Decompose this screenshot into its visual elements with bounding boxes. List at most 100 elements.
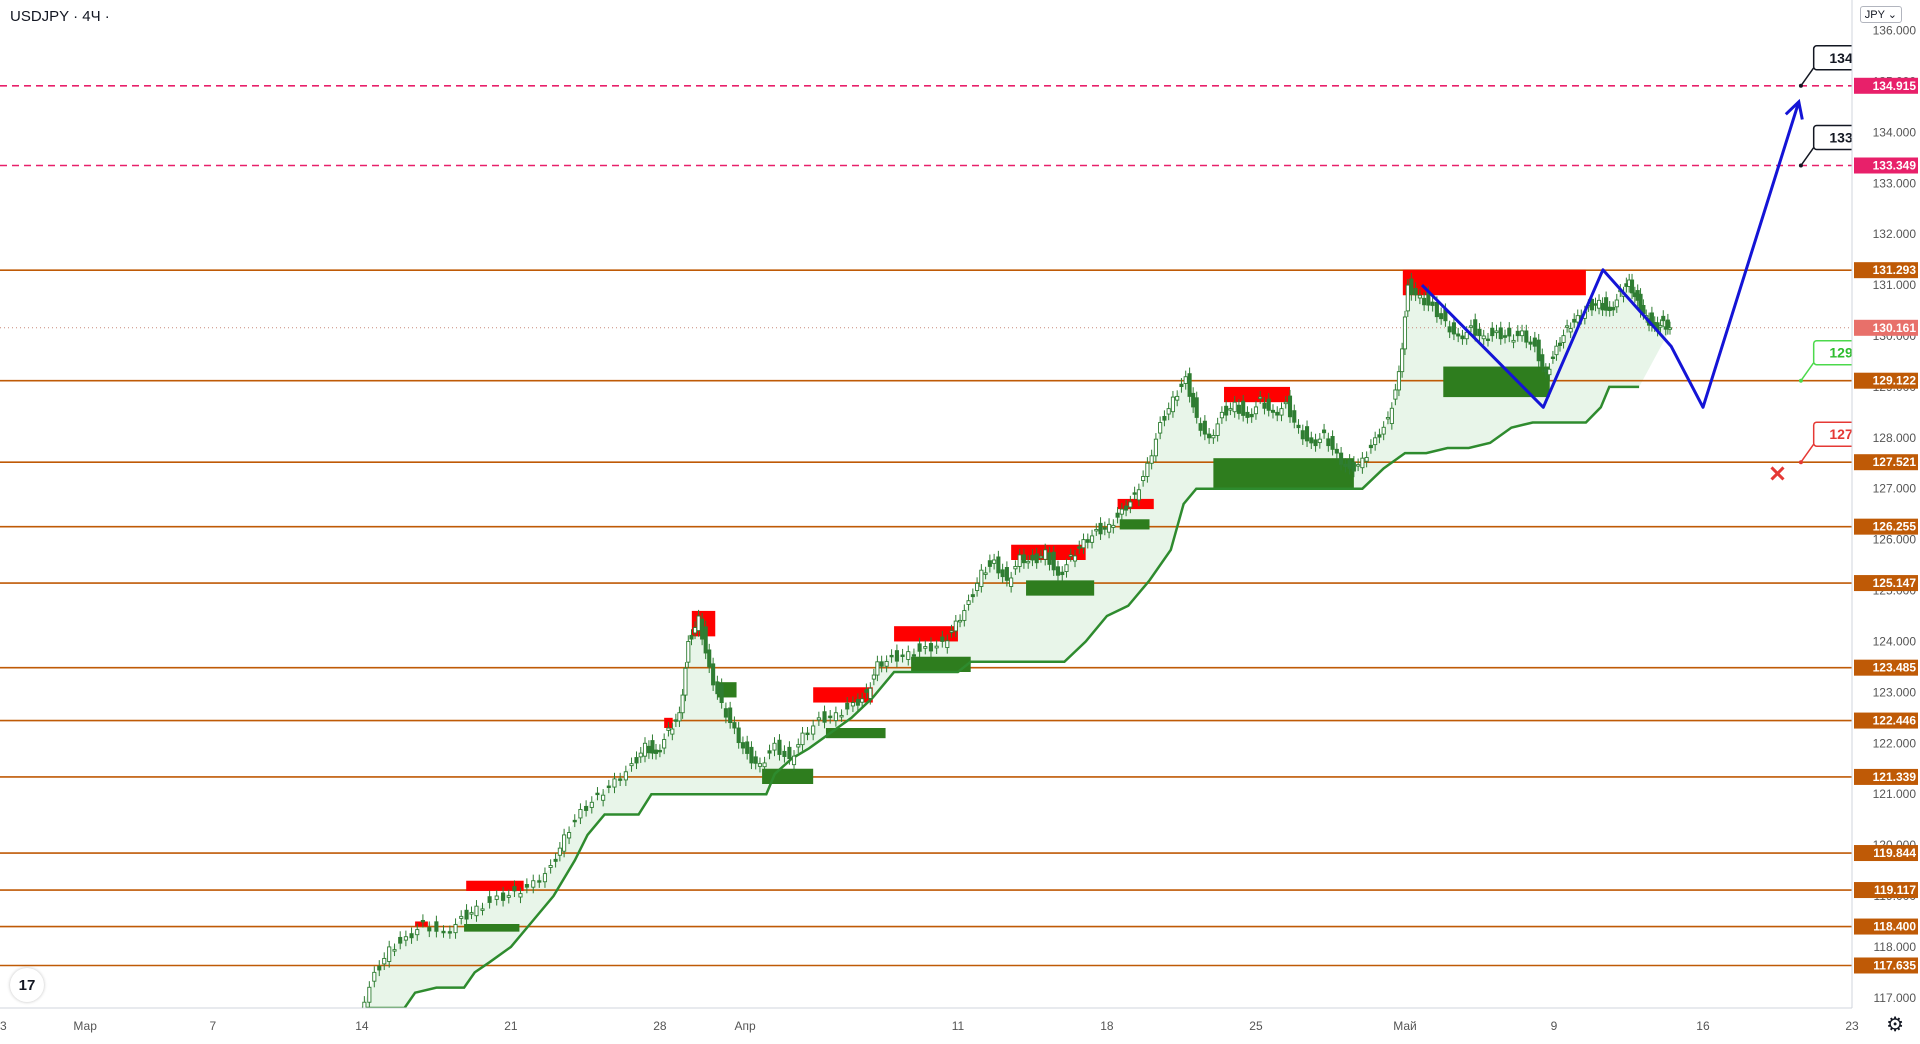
candle-body: [1477, 328, 1482, 337]
supply-zone: [1224, 386, 1291, 403]
candle-body: [1068, 554, 1073, 557]
candle-body: [487, 896, 492, 903]
x-tick-label: 11: [952, 1019, 965, 1033]
candles: [362, 272, 1673, 1008]
candle-body: [382, 957, 387, 965]
candle-body: [1309, 437, 1314, 444]
candle-body: [1385, 417, 1390, 420]
candle-body: [1550, 356, 1555, 359]
candle-body: [928, 643, 934, 652]
candle-body: [1000, 569, 1005, 578]
candle-body: [618, 778, 623, 781]
candle-body: [949, 630, 954, 633]
candle-body: [983, 572, 988, 575]
candle-body: [1351, 461, 1356, 472]
candle-body: [1077, 546, 1082, 549]
candle-body: [642, 742, 648, 757]
candle-body: [1554, 345, 1559, 356]
candle-body: [420, 919, 425, 923]
candle-body: [662, 739, 667, 749]
callout-dot: [1798, 460, 1803, 465]
candle-body: [1153, 438, 1158, 457]
chart-title[interactable]: USDJPY · 4Ч ·: [10, 8, 110, 25]
candle-body: [601, 794, 606, 801]
candle-body: [1224, 405, 1229, 416]
candle-body: [970, 594, 975, 598]
candle-body: [1175, 395, 1180, 401]
candle-body: [512, 886, 517, 892]
candle-body: [1249, 413, 1254, 418]
candle-body: [459, 915, 464, 919]
callout-label: 127.521: [1829, 426, 1880, 442]
callout-label: 133.349: [1829, 130, 1880, 146]
candle-body: [855, 699, 860, 706]
candle-body: [572, 819, 577, 823]
candle-body: [875, 661, 880, 676]
level-price-label: 123.485: [1873, 661, 1917, 675]
candle-body: [1232, 401, 1237, 413]
candle-body: [1060, 571, 1065, 576]
candle-body: [372, 971, 377, 982]
level-price-label: 119.117: [1874, 883, 1916, 897]
target-price-label-bg: [1854, 157, 1918, 174]
candle-body: [1017, 554, 1022, 567]
candle-body: [996, 556, 1001, 574]
candle-body: [1166, 408, 1171, 415]
tradingview-logo[interactable]: 17: [10, 968, 44, 1002]
currency-button[interactable]: JPY ⌄: [1859, 6, 1902, 23]
candle-body: [906, 651, 911, 660]
callout-label: 129.122: [1829, 345, 1880, 361]
candle-body: [1128, 501, 1133, 508]
candle-body: [1540, 354, 1545, 367]
candle-body: [1557, 342, 1563, 346]
candle-body: [683, 667, 688, 696]
level-price-label-bg: [1854, 882, 1918, 899]
candle-body: [864, 689, 869, 693]
candle-body: [1498, 327, 1503, 340]
demand-zone: [762, 768, 814, 784]
candle-body: [634, 757, 639, 764]
candle-body: [548, 865, 553, 868]
candle-body: [670, 728, 675, 735]
candle-body: [1600, 302, 1605, 311]
candle-body: [1417, 294, 1422, 299]
y-tick-label: 118.000: [1874, 940, 1917, 954]
candle-body: [940, 636, 945, 642]
level-price-label-bg: [1854, 262, 1918, 279]
candle-body: [1207, 433, 1212, 439]
y-tick-label: 124.000: [1873, 634, 1917, 648]
candle-body: [1389, 407, 1394, 425]
level-price-label: 126.255: [1873, 520, 1917, 534]
level-price-label: 125.147: [1873, 576, 1917, 590]
candle-body: [531, 880, 536, 888]
candle-body: [1215, 423, 1220, 436]
level-price-label: 118.400: [1873, 920, 1916, 934]
demand-zone: [1443, 366, 1550, 398]
candle-body: [1532, 337, 1537, 347]
candle-body: [1034, 553, 1039, 564]
candle-body: [777, 739, 782, 755]
candle-body: [403, 936, 408, 941]
candle-body: [1456, 333, 1461, 337]
x-tick-label: 21: [504, 1019, 518, 1033]
level-price-label: 131.293: [1873, 263, 1917, 277]
candle-body: [453, 924, 458, 934]
candle-body: [884, 661, 889, 667]
candle-body: [447, 931, 452, 934]
x-tick-label: 9: [1551, 1019, 1558, 1033]
candle-body: [1283, 401, 1288, 405]
candle-body: [1593, 303, 1598, 306]
level-price-label-bg: [1854, 957, 1918, 974]
candle-body: [1658, 325, 1663, 328]
candle-body: [1568, 328, 1573, 333]
level-price-label-bg: [1854, 918, 1918, 935]
candle-body: [673, 719, 678, 722]
stop-marker: [1770, 466, 1785, 481]
callout-dot: [1798, 163, 1803, 168]
y-tick-label: 122.000: [1873, 736, 1917, 750]
level-price-label-bg: [1854, 768, 1918, 785]
candle-body: [1607, 306, 1612, 311]
gear-icon[interactable]: ⚙: [1886, 1014, 1904, 1036]
candle-body: [1334, 448, 1339, 454]
